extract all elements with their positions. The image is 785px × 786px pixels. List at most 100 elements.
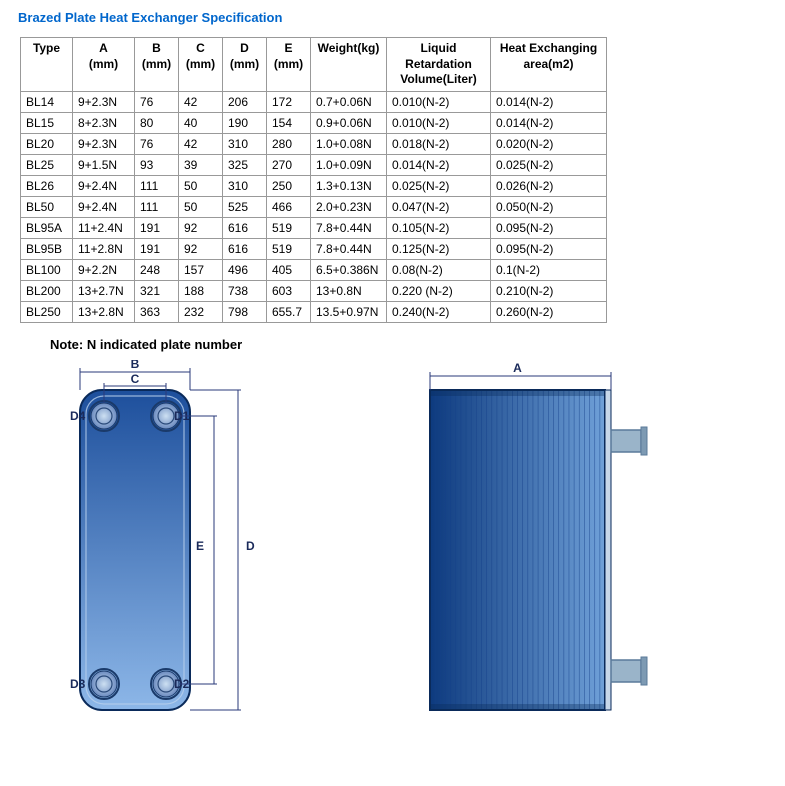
col-header: B(mm): [135, 38, 179, 92]
table-cell: 206: [223, 91, 267, 112]
table-cell: 154: [267, 112, 311, 133]
table-cell: 1.0+0.09N: [311, 154, 387, 175]
diagram-area: D4D1D3D2BCEDA: [20, 360, 780, 740]
table-row: BL259+1.5N93393252701.0+0.09N0.014(N-2)0…: [21, 154, 607, 175]
table-cell: 7.8+0.44N: [311, 238, 387, 259]
table-cell: BL95B: [21, 238, 73, 259]
table-cell: 466: [267, 196, 311, 217]
table-cell: 325: [223, 154, 267, 175]
table-cell: 42: [179, 133, 223, 154]
table-row: BL20013+2.7N32118873860313+0.8N0.220 (N-…: [21, 280, 607, 301]
table-cell: 496: [223, 259, 267, 280]
table-cell: 0.010(N-2): [387, 112, 491, 133]
table-cell: 0.08(N-2): [387, 259, 491, 280]
spec-table: TypeA(mm)B(mm)C(mm)D(mm)E(mm)Weight(kg)L…: [20, 37, 607, 323]
table-cell: 76: [135, 91, 179, 112]
table-cell: BL95A: [21, 217, 73, 238]
table-cell: BL200: [21, 280, 73, 301]
table-cell: 0.026(N-2): [491, 175, 607, 196]
table-cell: 0.014(N-2): [387, 154, 491, 175]
page-title: Brazed Plate Heat Exchanger Specificatio…: [18, 10, 775, 25]
table-cell: 9+2.4N: [73, 175, 135, 196]
col-header: Weight(kg): [311, 38, 387, 92]
table-cell: 1.0+0.08N: [311, 133, 387, 154]
col-header: C(mm): [179, 38, 223, 92]
table-cell: 519: [267, 238, 311, 259]
table-cell: 310: [223, 175, 267, 196]
table-cell: 13.5+0.97N: [311, 301, 387, 322]
table-row: BL95A11+2.4N191926165197.8+0.44N0.105(N-…: [21, 217, 607, 238]
table-cell: 7.8+0.44N: [311, 217, 387, 238]
col-header: LiquidRetardationVolume(Liter): [387, 38, 491, 92]
table-cell: 9+2.4N: [73, 196, 135, 217]
table-cell: 0.095(N-2): [491, 238, 607, 259]
table-cell: 738: [223, 280, 267, 301]
table-cell: 0.010(N-2): [387, 91, 491, 112]
table-cell: 0.050(N-2): [491, 196, 607, 217]
table-cell: 0.020(N-2): [491, 133, 607, 154]
table-cell: 603: [267, 280, 311, 301]
table-cell: 1.3+0.13N: [311, 175, 387, 196]
table-cell: 798: [223, 301, 267, 322]
table-cell: 270: [267, 154, 311, 175]
table-row: BL158+2.3N80401901540.9+0.06N0.010(N-2)0…: [21, 112, 607, 133]
table-cell: BL26: [21, 175, 73, 196]
svg-text:C: C: [131, 372, 140, 386]
table-cell: 9+2.3N: [73, 133, 135, 154]
table-cell: 8+2.3N: [73, 112, 135, 133]
table-cell: 616: [223, 238, 267, 259]
table-cell: 0.018(N-2): [387, 133, 491, 154]
col-header: E(mm): [267, 38, 311, 92]
table-cell: 0.025(N-2): [387, 175, 491, 196]
table-cell: 0.125(N-2): [387, 238, 491, 259]
table-cell: 50: [179, 175, 223, 196]
table-cell: 92: [179, 238, 223, 259]
table-cell: 280: [267, 133, 311, 154]
table-cell: 616: [223, 217, 267, 238]
table-cell: 0.095(N-2): [491, 217, 607, 238]
table-cell: 50: [179, 196, 223, 217]
table-cell: 232: [179, 301, 223, 322]
table-cell: 9+2.2N: [73, 259, 135, 280]
table-cell: 2.0+0.23N: [311, 196, 387, 217]
table-cell: 11+2.4N: [73, 217, 135, 238]
table-row: BL509+2.4N111505254662.0+0.23N0.047(N-2)…: [21, 196, 607, 217]
svg-text:B: B: [131, 360, 140, 371]
table-cell: 0.7+0.06N: [311, 91, 387, 112]
svg-text:D4: D4: [70, 409, 86, 423]
table-cell: 13+2.8N: [73, 301, 135, 322]
table-cell: 190: [223, 112, 267, 133]
table-cell: 111: [135, 175, 179, 196]
table-cell: 655.7: [267, 301, 311, 322]
table-cell: 76: [135, 133, 179, 154]
table-row: BL149+2.3N76422061720.7+0.06N0.010(N-2)0…: [21, 91, 607, 112]
table-cell: BL250: [21, 301, 73, 322]
table-cell: 188: [179, 280, 223, 301]
table-cell: 157: [179, 259, 223, 280]
table-cell: 11+2.8N: [73, 238, 135, 259]
table-cell: 0.220 (N-2): [387, 280, 491, 301]
table-cell: 13+2.7N: [73, 280, 135, 301]
col-header: Heat Exchangingarea(m2): [491, 38, 607, 92]
col-header: Type: [21, 38, 73, 92]
col-header: D(mm): [223, 38, 267, 92]
spec-diagram: D4D1D3D2BCEDA: [20, 360, 780, 740]
table-cell: 42: [179, 91, 223, 112]
table-cell: 92: [179, 217, 223, 238]
svg-text:D3: D3: [70, 677, 86, 691]
table-cell: BL50: [21, 196, 73, 217]
table-cell: 0.047(N-2): [387, 196, 491, 217]
table-cell: 172: [267, 91, 311, 112]
table-row: BL1009+2.2N2481574964056.5+0.386N0.08(N-…: [21, 259, 607, 280]
table-row: BL25013+2.8N363232798655.713.5+0.97N0.24…: [21, 301, 607, 322]
table-row: BL95B11+2.8N191926165197.8+0.44N0.125(N-…: [21, 238, 607, 259]
table-cell: BL25: [21, 154, 73, 175]
table-cell: 363: [135, 301, 179, 322]
table-cell: 250: [267, 175, 311, 196]
svg-text:E: E: [196, 539, 204, 553]
table-cell: BL100: [21, 259, 73, 280]
svg-text:A: A: [513, 361, 522, 375]
table-cell: 248: [135, 259, 179, 280]
table-row: BL209+2.3N76423102801.0+0.08N0.018(N-2)0…: [21, 133, 607, 154]
table-cell: 0.210(N-2): [491, 280, 607, 301]
